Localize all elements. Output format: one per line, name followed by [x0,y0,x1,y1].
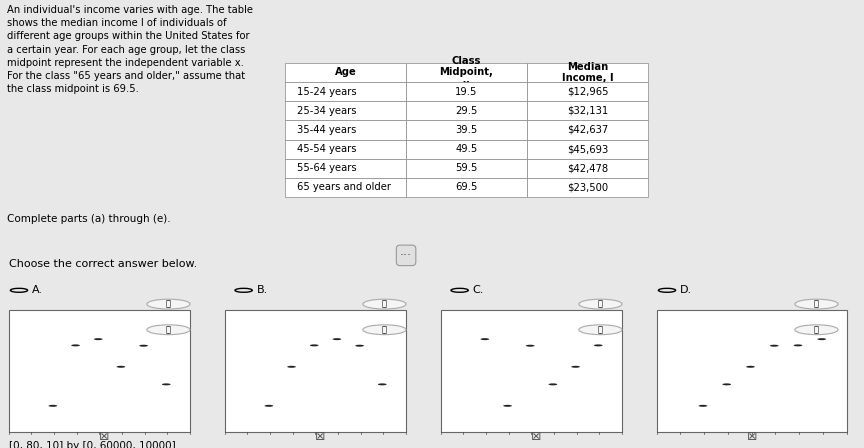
Circle shape [480,338,489,340]
Text: 🔍: 🔍 [598,325,603,334]
Circle shape [147,299,190,309]
Circle shape [147,325,190,335]
Circle shape [794,345,803,346]
Circle shape [795,325,838,335]
Text: ···: ··· [400,249,412,262]
Circle shape [722,383,731,385]
Circle shape [333,338,341,340]
Circle shape [378,383,386,385]
Circle shape [503,405,511,407]
Text: 🔍: 🔍 [814,300,819,309]
Text: 🔍: 🔍 [166,325,171,334]
Circle shape [549,383,557,385]
Circle shape [139,345,148,347]
Text: ⊠: ⊠ [314,430,325,443]
Circle shape [94,338,103,340]
Text: 🔍: 🔍 [382,300,387,309]
Circle shape [594,345,602,346]
Circle shape [48,405,57,407]
Circle shape [817,338,826,340]
Circle shape [363,325,406,335]
Circle shape [117,366,125,368]
Circle shape [310,345,319,346]
Text: D.: D. [680,285,692,295]
Text: C.: C. [473,285,484,295]
Circle shape [287,366,295,368]
Text: 🔍: 🔍 [598,300,603,309]
FancyBboxPatch shape [225,310,406,432]
Circle shape [162,383,170,385]
Circle shape [526,345,535,347]
Text: 🔍: 🔍 [814,325,819,334]
Circle shape [795,299,838,309]
Text: An individual's income varies with age. The table
shows the median income I of i: An individual's income varies with age. … [7,5,252,94]
Circle shape [579,325,622,335]
FancyBboxPatch shape [9,310,190,432]
Circle shape [770,345,778,347]
Text: Choose the correct answer below.: Choose the correct answer below. [9,259,197,269]
Text: 🔍: 🔍 [382,325,387,334]
Circle shape [571,366,580,368]
Circle shape [579,299,622,309]
Circle shape [264,405,273,407]
Circle shape [699,405,708,407]
Text: 🔍: 🔍 [166,300,171,309]
Text: B.: B. [257,285,268,295]
Text: A.: A. [32,285,43,295]
Circle shape [746,366,755,368]
Text: Complete parts (a) through (e).: Complete parts (a) through (e). [7,214,170,224]
Circle shape [363,299,406,309]
Text: ⊠: ⊠ [98,430,109,443]
Text: ⊠: ⊠ [746,430,757,443]
Circle shape [71,345,79,346]
Circle shape [355,345,364,347]
Text: ⊠: ⊠ [530,430,541,443]
FancyBboxPatch shape [657,310,847,432]
FancyBboxPatch shape [441,310,622,432]
Text: [0, 80, 10] by [0, 60000, 10000]: [0, 80, 10] by [0, 60000, 10000] [9,441,175,448]
